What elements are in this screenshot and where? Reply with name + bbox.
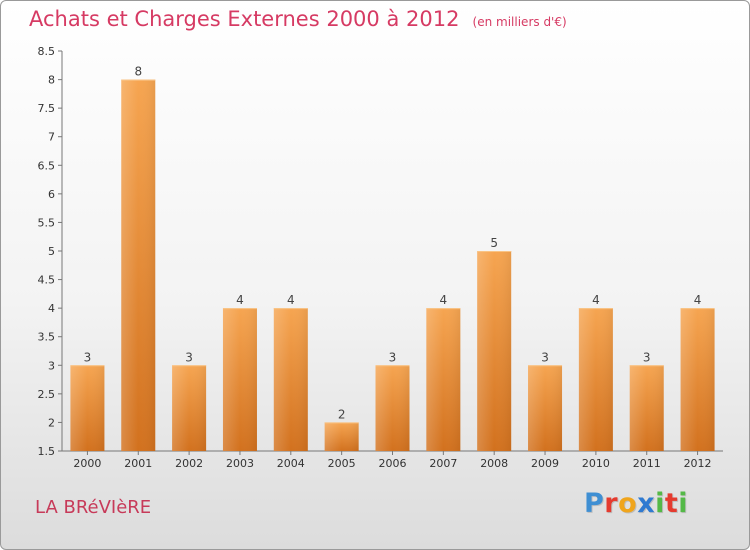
x-tick-label: 2012 — [684, 457, 712, 470]
chart-title: Achats et Charges Externes 2000 à 2012 (… — [29, 7, 567, 31]
value-label: 4 — [694, 293, 702, 307]
logo-letter: o — [618, 488, 638, 519]
bar-shade — [629, 365, 664, 451]
bar-shade — [273, 308, 308, 451]
y-tick-label: 5.5 — [38, 216, 56, 229]
value-label: 4 — [592, 293, 600, 307]
y-tick-label: 7.5 — [38, 102, 56, 115]
value-label: 4 — [236, 293, 244, 307]
x-tick-label: 2005 — [328, 457, 356, 470]
y-tick-label: 5 — [48, 245, 55, 258]
bar-shade — [222, 308, 257, 451]
commune-name: LA BRéVIèRE — [35, 497, 152, 518]
y-tick-label: 2 — [48, 416, 55, 429]
x-tick-label: 2008 — [480, 457, 508, 470]
x-tick-label: 2001 — [124, 457, 152, 470]
x-tick-label: 2000 — [73, 457, 101, 470]
plot-area: 1.5 2 2.5 3 3.5 4 4.5 5 5.5 6 6.5 7 7.5 8 8.5 3 2000 8 200… — [38, 45, 723, 470]
x-tick-label: 2011 — [633, 457, 661, 470]
logo-letter: r — [604, 488, 619, 519]
bar-shade — [70, 365, 105, 451]
y-tick-label: 6 — [48, 188, 55, 201]
proxiti-logo: Proxiti — [584, 488, 688, 519]
bar-shade — [375, 365, 410, 451]
logo-letter: i — [655, 488, 665, 519]
bar-shade — [680, 308, 715, 451]
bar-shade — [426, 308, 461, 451]
x-tick-label: 2004 — [277, 457, 305, 470]
x-tick-label: 2006 — [379, 457, 407, 470]
y-tick-label: 8 — [48, 74, 55, 87]
logo-letter: i — [678, 488, 689, 519]
bar-shade — [477, 251, 512, 451]
title-unit: (en milliers d'€) — [472, 15, 567, 29]
value-label: 4 — [440, 293, 448, 307]
title-main: Achats et Charges Externes 2000 à 2012 — [29, 7, 460, 31]
x-tick-label: 2009 — [531, 457, 559, 470]
logo-letter: t — [664, 488, 679, 519]
x-tick-label: 2003 — [226, 457, 254, 470]
y-tick-label: 3 — [48, 359, 55, 372]
value-label: 3 — [84, 350, 92, 364]
value-label: 2 — [338, 407, 346, 421]
value-label: 4 — [287, 293, 295, 307]
y-tick-label: 4.5 — [38, 274, 56, 287]
value-label: 3 — [643, 350, 651, 364]
value-label: 8 — [134, 65, 142, 79]
y-tick-label: 1.5 — [38, 445, 56, 458]
bar-shade — [528, 365, 563, 451]
x-tick-label: 2010 — [582, 457, 610, 470]
x-tick-label: 2007 — [429, 457, 457, 470]
bar-shade — [172, 365, 207, 451]
value-label: 3 — [389, 350, 397, 364]
y-tick-label: 4 — [48, 302, 55, 315]
y-tick-label: 8.5 — [38, 45, 56, 58]
value-label: 3 — [541, 350, 549, 364]
value-label: 3 — [185, 350, 193, 364]
y-tick-label: 3.5 — [38, 331, 56, 344]
logo-letter: x — [637, 488, 656, 519]
bar-shade — [578, 308, 613, 451]
value-label: 5 — [490, 236, 498, 250]
logo-letter: P — [584, 488, 605, 519]
y-tick-label: 7 — [48, 131, 55, 144]
x-tick-label: 2002 — [175, 457, 203, 470]
y-tick-label: 2.5 — [38, 388, 56, 401]
y-tick-label: 6.5 — [38, 159, 56, 172]
bar-shade — [121, 79, 156, 452]
bar-shade — [324, 422, 359, 451]
